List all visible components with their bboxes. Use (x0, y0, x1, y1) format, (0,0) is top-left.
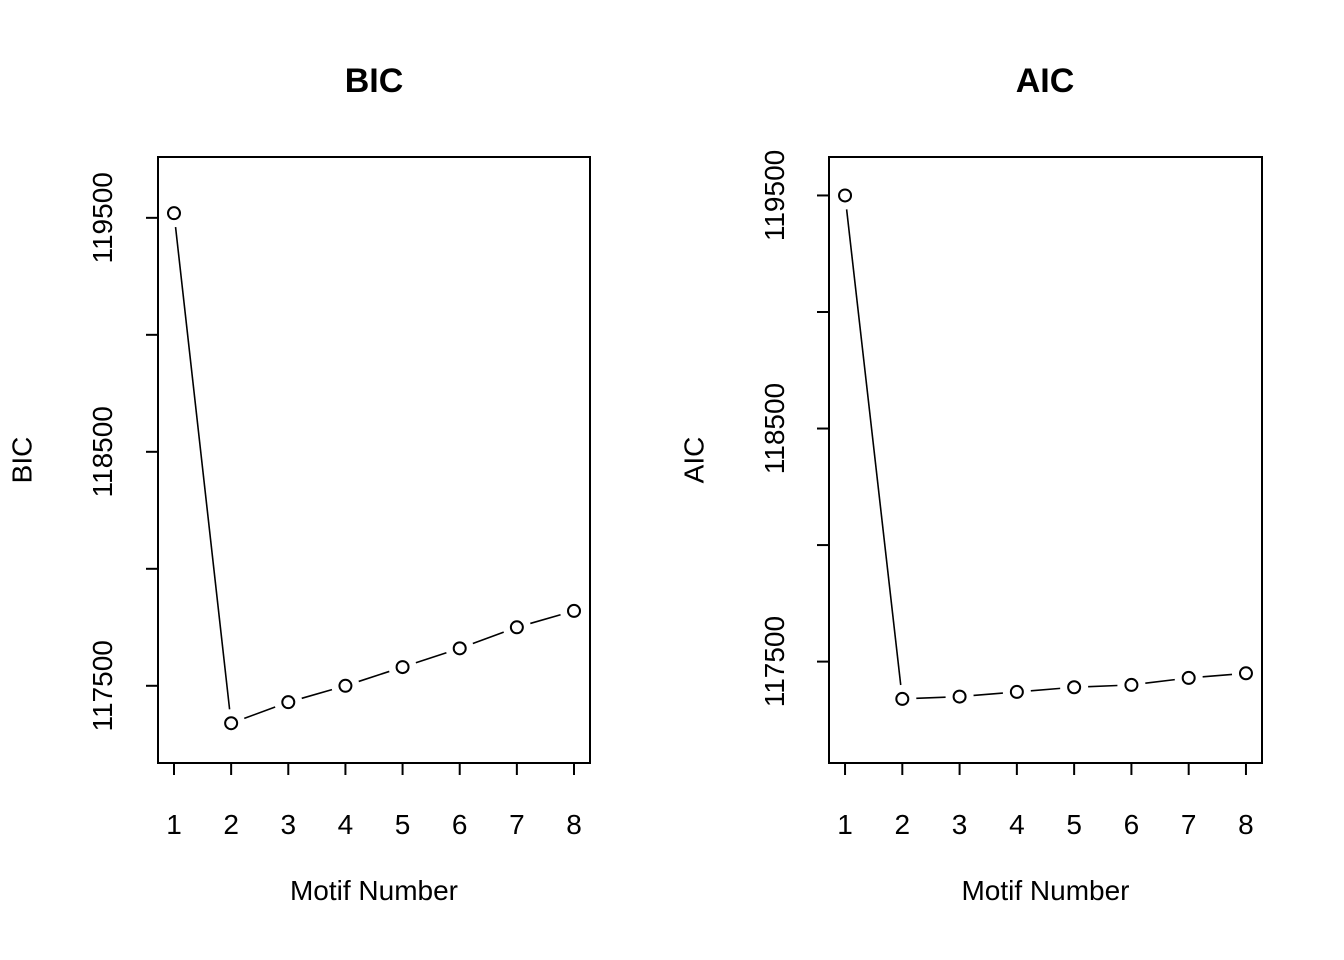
aic-plot-frame (828, 156, 1263, 764)
aic-series-segment (973, 692, 1003, 697)
aic-data-point (1238, 666, 1253, 681)
aic-y-tick-label: 119500 (759, 150, 790, 241)
bic-series-segment (358, 670, 390, 683)
aic-x-tick-label: 1 (837, 809, 853, 840)
bic-x-tick-label: 2 (223, 809, 239, 840)
bic-series-segment (415, 651, 447, 664)
bic-x-tick-label: 5 (395, 809, 411, 840)
aic-series-segment (1202, 673, 1233, 678)
aic-x-tick-label: 2 (895, 809, 911, 840)
bic-data-point (224, 716, 239, 731)
bic-y-tick-label: 118500 (87, 406, 118, 497)
bic-data-point (452, 641, 467, 656)
aic-data-point (952, 689, 967, 704)
aic-series-segment (1145, 678, 1175, 685)
aic-series-segment (916, 696, 946, 700)
aic-data-point (1009, 684, 1024, 699)
bic-x-tick-label: 3 (280, 809, 296, 840)
bic-chart-title: BIC (345, 62, 404, 100)
aic-x-tick-label: 3 (952, 809, 968, 840)
bic-data-point (509, 620, 524, 635)
bic-series-segment (472, 631, 504, 645)
bic-x-tick-label: 6 (452, 809, 468, 840)
aic-chart-title: AIC (1016, 62, 1075, 100)
aic-series-segment (845, 209, 902, 686)
bic-series-segment (530, 614, 561, 625)
bic-x-tick-label: 8 (566, 809, 582, 840)
bic-series-segment (174, 226, 231, 710)
aic-x-tick-label: 5 (1066, 809, 1082, 840)
aic-data-point (1124, 677, 1139, 692)
bic-data-point (395, 660, 410, 675)
aic-data-point (1067, 680, 1082, 695)
bic-x-tick-label: 7 (509, 809, 525, 840)
bic-x-tick-label: 4 (338, 809, 354, 840)
aic-x-tick-label: 8 (1238, 809, 1254, 840)
aic-y-tick-label: 117500 (759, 616, 790, 707)
bic-data-point (338, 678, 353, 693)
aic-data-point (895, 691, 910, 706)
aic-y-axis-label: AIC (678, 437, 709, 484)
aic-series-segment (1088, 684, 1118, 688)
bic-series-segment (301, 688, 333, 700)
bic-data-point (567, 603, 581, 618)
aic-data-point (838, 188, 853, 203)
bic-data-point (167, 206, 181, 221)
aic-x-tick-label: 6 (1124, 809, 1140, 840)
bic-x-axis-label: Motif Number (290, 875, 458, 906)
bic-series-segment (244, 706, 276, 720)
aic-x-tick-label: 4 (1009, 809, 1025, 840)
aic-y-tick-label: 118500 (759, 383, 790, 474)
bic-data-point (281, 695, 296, 710)
aic-x-axis-label: Motif Number (961, 875, 1129, 906)
bic-y-tick-label: 117500 (87, 640, 118, 731)
bic-y-tick-label: 119500 (87, 172, 118, 263)
bic-y-axis-label: BIC (6, 437, 37, 484)
aic-x-tick-label: 7 (1181, 809, 1197, 840)
aic-series-segment (1030, 687, 1061, 692)
aic-data-point (1181, 670, 1196, 685)
bic-x-tick-label: 1 (166, 809, 182, 840)
bic-plot-frame (157, 156, 591, 764)
